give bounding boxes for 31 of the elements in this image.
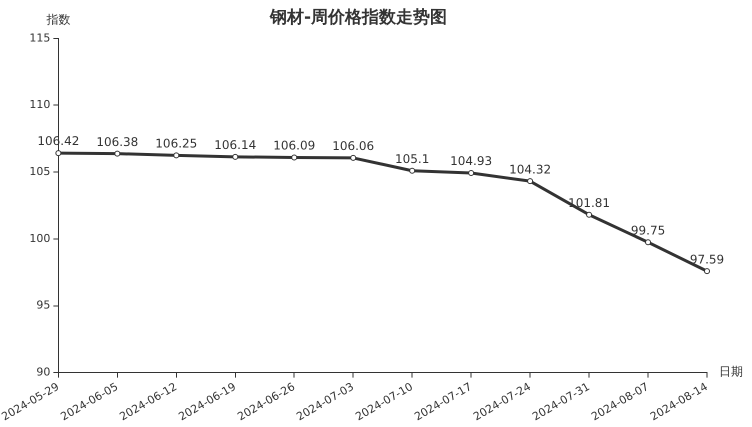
point [645, 239, 652, 246]
point [114, 150, 120, 157]
point [586, 212, 592, 218]
data-label: 106.09 [273, 138, 316, 153]
point [232, 154, 238, 160]
point [350, 154, 356, 161]
data-label: 99.75 [630, 223, 666, 238]
point [291, 154, 298, 161]
y-tick-label: 90 [36, 365, 50, 378]
point [527, 178, 534, 184]
point [468, 170, 474, 176]
y-tick-label: 105 [29, 164, 50, 178]
data-label: 97.59 [690, 252, 724, 266]
y-tick-label: 100 [29, 232, 50, 245]
data-label: 106.06 [332, 139, 374, 154]
y-tick-label: 110 [29, 98, 50, 112]
data-label: 104.32 [509, 162, 552, 176]
data-label: 106.38 [96, 134, 138, 149]
chart-title: 钢材-周价格指数走势图 [268, 8, 448, 28]
y-axis-title: 指数 [45, 12, 70, 27]
point [409, 168, 416, 174]
y-tick-label: 95 [36, 298, 50, 312]
data-label: 106.14 [214, 138, 256, 152]
point [55, 150, 62, 156]
data-label: 106.25 [155, 136, 198, 150]
x-axis-title: 日期 [719, 364, 743, 379]
data-label: 105.1 [394, 152, 430, 166]
point [173, 152, 180, 158]
data-label: 104.93 [450, 154, 492, 168]
point [704, 268, 710, 274]
y-tick-label: 115 [29, 31, 50, 44]
